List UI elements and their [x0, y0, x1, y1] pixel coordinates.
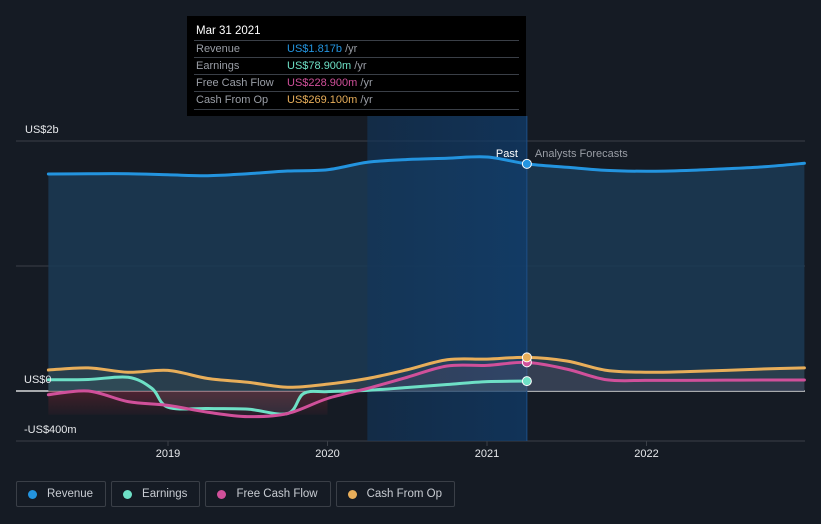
legend-label: Free Cash Flow [236, 488, 318, 500]
forecast-label: Analysts Forecasts [535, 148, 628, 160]
negative-area [48, 391, 328, 415]
legend-dot-icon [347, 489, 357, 499]
x-tick-label: 2021 [475, 448, 499, 460]
tooltip-label: Revenue [196, 43, 241, 55]
tooltip-label: Earnings [196, 60, 240, 72]
tooltip-row-revenue: Revenue US$1.817b /yr [194, 40, 519, 58]
tooltip-value: US$78.900m [287, 60, 352, 72]
tooltip-row-cash-from-op: Cash From Op US$269.100m /yr [194, 91, 519, 110]
x-tick-label: 2022 [634, 448, 658, 460]
series-line-free-cash-flow [46, 360, 806, 419]
y-tick-label: US$0 [24, 374, 52, 386]
tooltip-row-free-cash-flow: Free Cash Flow US$228.900m /yr [194, 74, 519, 92]
tooltip-value: US$228.900m [287, 77, 358, 89]
legend-label: Revenue [47, 488, 94, 500]
legend-item-cash-from-op[interactable]: Cash From Op [335, 481, 456, 507]
series-line-revenue [46, 155, 806, 178]
marker-cash-from-op [521, 352, 532, 363]
legend-label: Earnings [142, 488, 188, 500]
series-area-free-cash-flow [48, 362, 805, 417]
legend-item-revenue[interactable]: Revenue [16, 481, 107, 507]
tooltip-unit: /yr [360, 94, 373, 106]
series-line-cash-from-op [46, 355, 806, 389]
legend-item-free-cash-flow[interactable]: Free Cash Flow [205, 481, 331, 507]
past-highlight-band [367, 116, 527, 441]
tooltip-unit: /yr [354, 60, 367, 72]
marker-earnings [521, 376, 532, 387]
past-label: Past [496, 148, 518, 160]
tooltip-label: Free Cash Flow [196, 77, 274, 89]
legend-item-earnings[interactable]: Earnings [111, 481, 201, 507]
y-tick-label: US$2b [25, 124, 59, 136]
x-tick-label: 2019 [156, 448, 180, 460]
legend-label: Cash From Op [366, 488, 443, 500]
tooltip-unit: /yr [345, 43, 358, 55]
x-tick-label: 2020 [315, 448, 339, 460]
tooltip: Mar 31 2021 Revenue US$1.817b /yr Earnin… [187, 16, 526, 116]
legend-dot-icon [123, 489, 133, 499]
legend-dot-icon [28, 489, 37, 499]
tooltip-label: Cash From Op [196, 94, 269, 106]
legend-dot-icon [217, 489, 227, 499]
y-tick-label: -US$400m [24, 424, 77, 436]
tooltip-date: Mar 31 2021 [196, 25, 261, 37]
tooltip-unit: /yr [360, 77, 373, 89]
legend: Revenue Earnings Free Cash Flow Cash Fro… [16, 481, 456, 507]
tooltip-value: US$269.100m [287, 94, 358, 106]
tooltip-row-earnings: Earnings US$78.900m /yr [194, 57, 519, 75]
tooltip-value: US$1.817b [287, 43, 343, 55]
marker-revenue [521, 158, 532, 169]
